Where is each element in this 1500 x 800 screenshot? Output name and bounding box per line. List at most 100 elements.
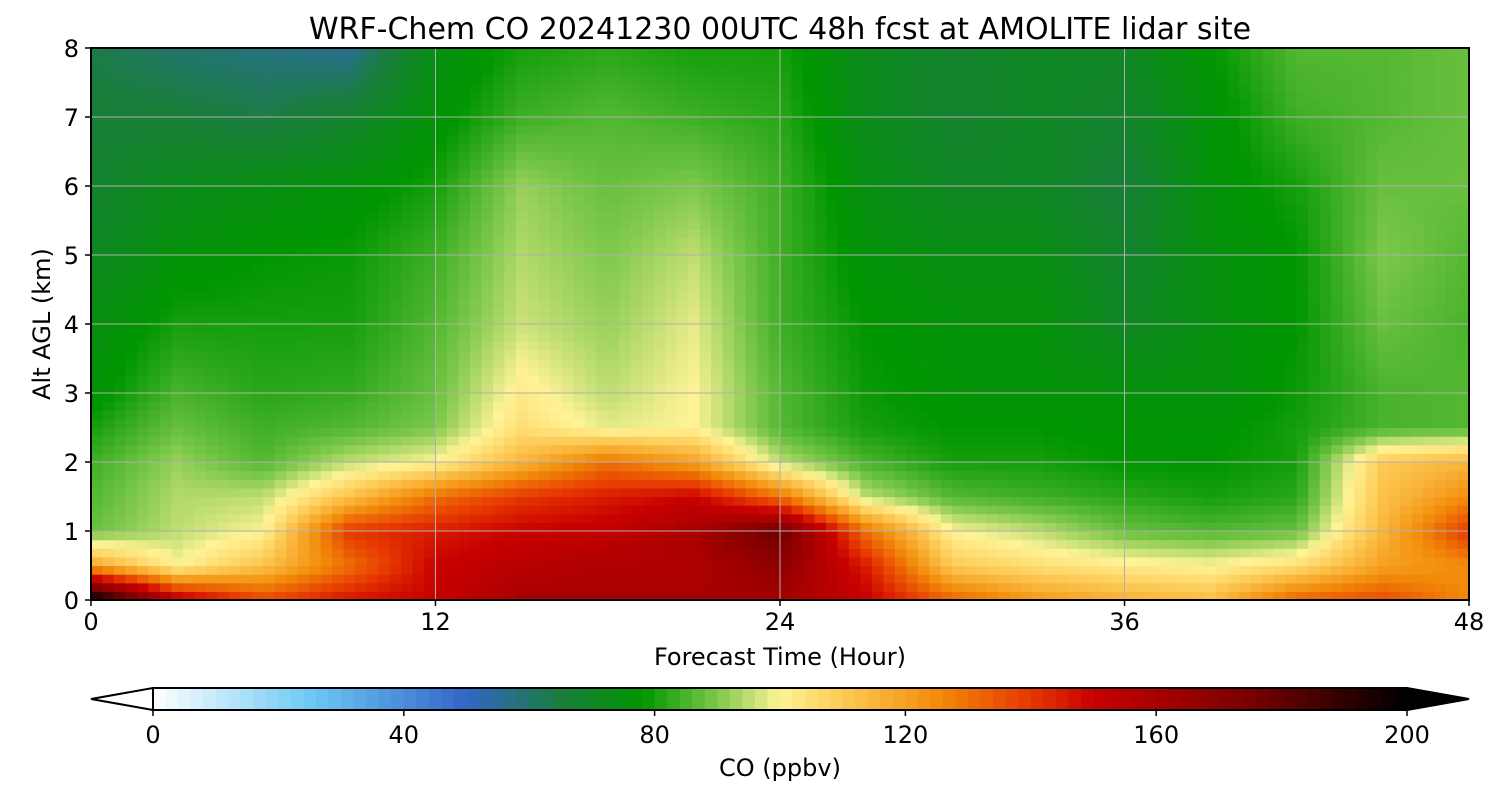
heatmap-cell xyxy=(240,358,253,368)
heatmap-cell xyxy=(573,565,586,575)
heatmap-cell xyxy=(848,358,861,368)
heatmap-cell xyxy=(320,462,333,472)
heatmap-cell xyxy=(481,444,494,454)
heatmap-cell xyxy=(309,237,322,247)
heatmap-cell xyxy=(1124,375,1137,385)
heatmap-cell xyxy=(1124,289,1137,299)
heatmap-cell xyxy=(297,539,310,549)
heatmap-cell xyxy=(515,289,528,299)
heatmap-cell xyxy=(642,436,655,446)
heatmap-cell xyxy=(722,436,735,446)
heatmap-cell xyxy=(986,436,999,446)
heatmap-cell xyxy=(1319,513,1332,523)
heatmap-cell xyxy=(780,462,793,472)
heatmap-cell xyxy=(343,531,356,541)
heatmap-cell xyxy=(791,548,804,558)
heatmap-cell xyxy=(1193,531,1206,541)
heatmap-cell xyxy=(125,436,138,446)
heatmap-cell xyxy=(596,539,609,549)
heatmap-cell xyxy=(768,513,781,523)
heatmap-cell xyxy=(745,565,758,575)
heatmap-cell xyxy=(1342,289,1355,299)
heatmap-cell xyxy=(802,289,816,299)
heatmap-cell xyxy=(1262,565,1275,575)
heatmap-cell xyxy=(814,574,827,584)
heatmap-cell xyxy=(515,298,528,308)
heatmap-cell xyxy=(561,479,574,489)
heatmap-cell xyxy=(1090,513,1103,523)
heatmap-cell xyxy=(1457,444,1469,454)
heatmap-cell xyxy=(469,470,483,480)
heatmap-cell xyxy=(1262,574,1275,584)
heatmap-cell xyxy=(665,263,678,273)
heatmap-cell xyxy=(1216,548,1229,558)
heatmap-cell xyxy=(446,358,460,368)
heatmap-cell xyxy=(711,470,724,480)
heatmap-cell xyxy=(1434,496,1447,506)
heatmap-cell xyxy=(1365,496,1378,506)
heatmap-cell xyxy=(1135,393,1149,403)
heatmap-cell xyxy=(1067,289,1080,299)
heatmap-cell xyxy=(263,565,276,575)
heatmap-cell xyxy=(814,375,827,385)
heatmap-cell xyxy=(435,341,448,351)
heatmap-cell xyxy=(263,237,276,247)
heatmap-cell xyxy=(515,496,528,506)
heatmap-cell xyxy=(584,462,597,472)
heatmap-cell xyxy=(1377,349,1390,360)
heatmap-cell xyxy=(1239,332,1252,342)
heatmap-cell xyxy=(561,522,574,532)
heatmap-cell xyxy=(1273,401,1286,411)
heatmap-cell xyxy=(435,401,448,411)
heatmap-cell xyxy=(596,487,609,498)
heatmap-cell xyxy=(527,341,540,351)
heatmap-cell xyxy=(607,470,620,480)
heatmap-cell xyxy=(1319,582,1332,592)
heatmap-cell xyxy=(1262,367,1275,377)
heatmap-cell xyxy=(906,324,919,334)
heatmap-cell xyxy=(1067,280,1080,291)
heatmap-cell xyxy=(1113,401,1126,411)
heatmap-cell xyxy=(194,418,207,429)
heatmap-cell xyxy=(504,341,517,351)
heatmap-cell xyxy=(263,470,276,480)
heatmap-cell xyxy=(343,237,356,247)
heatmap-cell xyxy=(722,358,735,368)
heatmap-cell xyxy=(745,237,758,247)
heatmap-cell xyxy=(561,358,574,368)
heatmap-cell xyxy=(1170,315,1183,325)
heatmap-cell xyxy=(607,393,620,403)
heatmap-cell xyxy=(355,367,368,377)
heatmap-cell xyxy=(446,237,460,247)
heatmap-cell xyxy=(1239,462,1252,472)
heatmap-cell xyxy=(837,375,850,385)
heatmap-cell xyxy=(1009,418,1022,429)
heatmap-cell xyxy=(286,289,299,299)
heatmap-cell xyxy=(561,298,574,308)
heatmap-cell xyxy=(1044,280,1057,291)
heatmap-cell xyxy=(1423,349,1436,360)
heatmap-cell xyxy=(1457,574,1469,584)
heatmap-cell xyxy=(251,427,264,437)
heatmap-cell xyxy=(1388,384,1401,394)
heatmap-cell xyxy=(1400,263,1413,273)
heatmap-cell xyxy=(1285,582,1298,592)
heatmap-cell xyxy=(711,436,724,446)
heatmap-cell xyxy=(550,375,563,385)
heatmap-cell xyxy=(1147,479,1160,489)
heatmap-cell xyxy=(929,298,942,308)
heatmap-cell xyxy=(217,298,230,308)
heatmap-cell xyxy=(619,349,632,360)
heatmap-cell xyxy=(412,565,425,575)
heatmap-cell xyxy=(1170,453,1183,463)
heatmap-cell xyxy=(217,436,230,446)
heatmap-cell xyxy=(1044,375,1057,385)
heatmap-cell xyxy=(665,393,678,403)
heatmap-cell xyxy=(159,556,172,567)
heatmap-cell xyxy=(148,444,161,454)
heatmap-cell xyxy=(205,556,218,567)
heatmap-cell xyxy=(688,401,701,411)
heatmap-cell xyxy=(1239,453,1252,463)
heatmap-cell xyxy=(538,531,551,541)
heatmap-cell xyxy=(1388,453,1401,463)
